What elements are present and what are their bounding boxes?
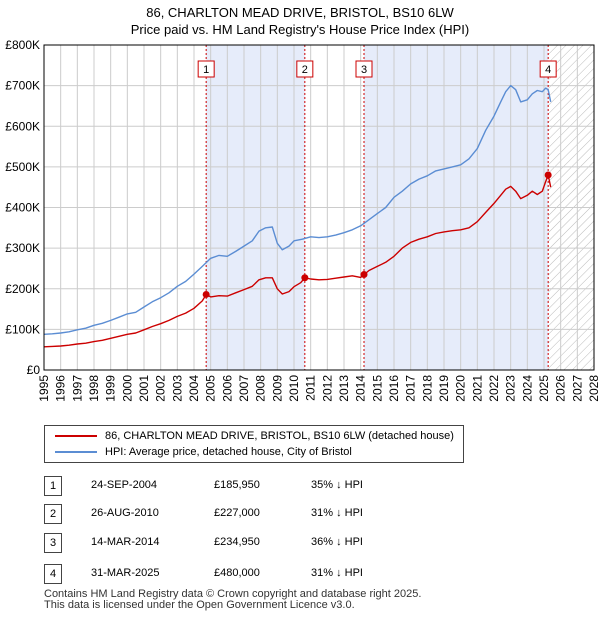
x-tick-label: 2000	[120, 375, 134, 402]
sale-hpi-diff: 36% ↓ HPI	[311, 536, 363, 548]
sale-marker-box	[197, 60, 215, 78]
x-tick-label: 2022	[487, 375, 501, 402]
sales-table-row: 2 26-AUG-2010 £227,000 31% ↓ HPI	[0, 504, 600, 526]
title-line-1: 86, CHARLTON MEAD DRIVE, BRISTOL, BS10 6…	[146, 5, 454, 20]
sale-marker-label: 3	[361, 64, 367, 76]
sale-marker-box	[296, 60, 314, 78]
x-tick-label: 2001	[137, 375, 151, 402]
y-tick-label: £300K	[5, 241, 40, 255]
x-tick-label: 2028	[587, 375, 600, 402]
series-line-hpi	[44, 84, 552, 335]
sale-point	[544, 171, 552, 179]
sale-number-badge: 3	[44, 533, 62, 553]
legend: 86, CHARLTON MEAD DRIVE, BRISTOL, BS10 6…	[44, 425, 464, 463]
sale-marker-label: 4	[545, 64, 551, 76]
x-tick-label: 1998	[87, 375, 101, 402]
x-tick-label: 1995	[37, 375, 51, 402]
legend-item-hpi: HPI: Average price, detached house, City…	[45, 444, 463, 460]
sale-price: £185,950	[214, 479, 260, 491]
sales-table-row: 4 31-MAR-2025 £480,000 31% ↓ HPI	[0, 564, 600, 586]
title-line-2: Price paid vs. HM Land Registry's House …	[130, 22, 470, 37]
x-tick-label: 2025	[537, 375, 551, 402]
x-tick-label: 2019	[437, 375, 451, 402]
sale-date: 14-MAR-2014	[91, 536, 160, 548]
footer-line-2: This data is licensed under the Open Gov…	[44, 599, 355, 611]
sale-date: 31-MAR-2025	[91, 567, 160, 579]
sale-marker-box	[355, 60, 373, 78]
sale-marker-label: 1	[203, 64, 209, 76]
sale-date: 26-AUG-2010	[91, 507, 159, 519]
footer-attribution: Contains HM Land Registry data © Crown c…	[44, 589, 421, 611]
y-tick-label: £600K	[5, 119, 40, 133]
price-chart: 1 2 3 4 £0 £100K £200K £300K £400K £500K £600K £70…	[5, 38, 600, 402]
y-tick-label: £700K	[5, 79, 40, 93]
y-tick-label: £100K	[5, 322, 40, 336]
legend-label-property: 86, CHARLTON MEAD DRIVE, BRISTOL, BS10 6…	[105, 430, 454, 442]
x-tick-label: 2016	[387, 375, 401, 402]
y-tick-label: £0	[27, 363, 41, 377]
sale-price: £227,000	[214, 507, 260, 519]
legend-swatch-hpi	[55, 451, 97, 453]
sale-number-badge: 1	[44, 476, 62, 496]
x-tick-label: 2008	[254, 375, 268, 402]
x-tick-label: 1996	[54, 375, 68, 402]
x-tick-label: 2023	[504, 375, 518, 402]
x-tick-label: 2013	[337, 375, 351, 402]
sales-table-row: 1 24-SEP-2004 £185,950 35% ↓ HPI	[0, 476, 600, 498]
sale-number-badge: 2	[44, 504, 62, 524]
x-tick-label: 2011	[304, 375, 318, 401]
sale-price: £234,950	[214, 536, 260, 548]
x-tick-label: 2018	[420, 375, 434, 402]
sale-hpi-diff: 31% ↓ HPI	[311, 507, 363, 519]
x-tick-label: 2007	[237, 375, 251, 402]
legend-label-hpi: HPI: Average price, detached house, City…	[105, 446, 352, 458]
x-tick-label: 2014	[354, 375, 368, 402]
x-tick-label: 2015	[370, 375, 384, 402]
x-tick-label: 2017	[404, 375, 418, 402]
sale-point	[360, 271, 368, 279]
x-tick-label: 1997	[70, 375, 84, 402]
x-tick-label: 1999	[104, 375, 118, 402]
x-tick-label: 2006	[220, 375, 234, 402]
sale-hpi-diff: 35% ↓ HPI	[311, 479, 363, 491]
y-tick-label: £200K	[5, 282, 40, 296]
x-tick-label: 2027	[570, 375, 584, 402]
x-tick-label: 2024	[520, 375, 534, 402]
sale-marker-label: 2	[302, 64, 308, 76]
x-tick-label: 2021	[470, 375, 484, 402]
legend-swatch-property	[55, 435, 97, 437]
x-tick-label: 2009	[270, 375, 284, 402]
sales-table-row: 3 14-MAR-2014 £234,950 36% ↓ HPI	[0, 533, 600, 555]
x-tick-label: 2005	[204, 375, 218, 402]
sale-marker-box	[539, 60, 557, 78]
x-tick-label: 2003	[170, 375, 184, 402]
sale-number-badge: 4	[44, 564, 62, 584]
x-tick-label: 2020	[454, 375, 468, 402]
x-tick-label: 2004	[187, 375, 201, 402]
x-tick-label: 2002	[154, 375, 168, 402]
y-tick-label: £400K	[5, 201, 40, 215]
y-tick-label: £800K	[5, 38, 40, 52]
legend-item-property: 86, CHARLTON MEAD DRIVE, BRISTOL, BS10 6…	[45, 428, 463, 444]
footer-line-1: Contains HM Land Registry data © Crown c…	[44, 588, 422, 600]
x-tick-label: 2026	[554, 375, 568, 402]
x-tick-label: 2012	[320, 375, 334, 402]
sale-hpi-diff: 31% ↓ HPI	[311, 567, 363, 579]
sale-price: £480,000	[214, 567, 260, 579]
x-tick-label: 2010	[287, 375, 301, 402]
y-tick-label: £500K	[5, 160, 40, 174]
plot-frame	[43, 44, 595, 371]
chart-title: 86, CHARLTON MEAD DRIVE, BRISTOL, BS10 6…	[0, 4, 600, 38]
sale-date: 24-SEP-2004	[91, 479, 158, 491]
sale-point	[202, 290, 210, 298]
sale-point	[301, 274, 309, 282]
